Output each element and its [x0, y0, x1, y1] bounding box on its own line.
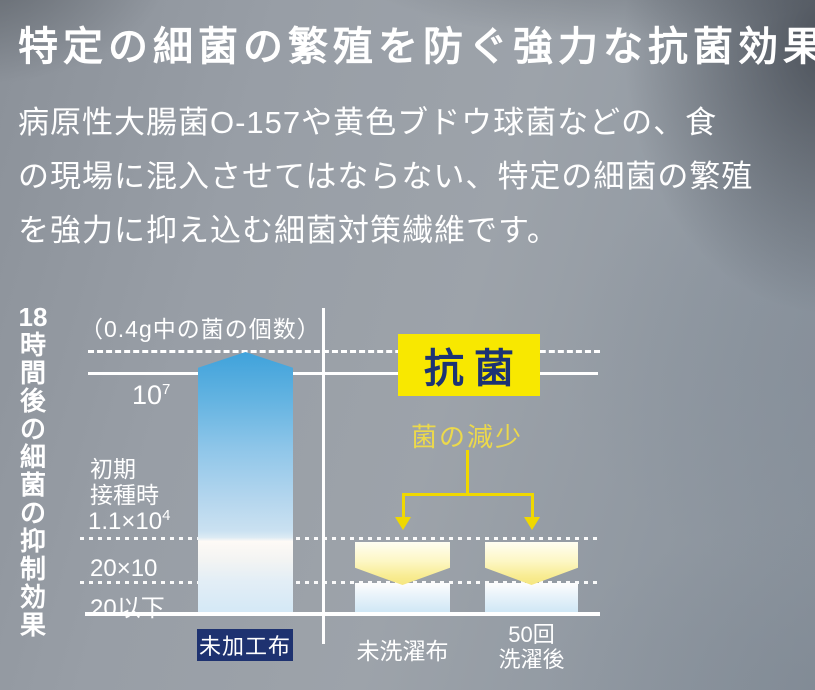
y-axis-title-number: 18 — [18, 302, 48, 332]
initial-label-line1: 初期 — [90, 456, 136, 482]
initial-value-exponent: 4 — [162, 507, 171, 524]
dotted-line-20x10-level — [80, 581, 600, 584]
category-washed-line1: 50回 — [508, 622, 555, 647]
bar-washed-50-cloth — [485, 583, 578, 614]
tick-label-initial-value: 1.1×104 — [88, 507, 170, 536]
y-axis-title-text: 時間後の細菌の抑制効果 — [19, 330, 46, 640]
initial-label-line2: 接種時 — [90, 482, 159, 508]
category-label-untreated: 未加工布 — [197, 629, 293, 661]
intro-line-2: の現場に混入させてはならない、特定の細菌の繁殖 — [18, 159, 754, 194]
reduction-arrow-left-line — [402, 493, 405, 519]
reduction-arrow-stem — [466, 450, 469, 493]
dotted-line-initial-level — [80, 537, 600, 540]
bar-untreated-cloth — [198, 352, 293, 615]
tick-label-initial: 初期 接種時 — [90, 456, 159, 508]
category-label-washed-50: 50回 洗濯後 — [482, 622, 581, 672]
reduction-wedge-unwashed — [355, 542, 450, 585]
tick-10e7-base: 10 — [132, 380, 163, 410]
antibacterial-badge: 抗菌 — [398, 334, 540, 396]
reference-line-10e7 — [88, 372, 598, 375]
intro-paragraph: 病原性大腸菌O-157や黄色ブドウ球菌などの、食 の現場に混入させてはならない、… — [18, 96, 753, 258]
reduction-arrow-crossbar — [402, 493, 534, 496]
chart-baseline — [85, 612, 600, 616]
down-arrow-icon — [395, 517, 411, 530]
bar-unwashed-cloth — [355, 583, 450, 614]
dashed-reference-line — [88, 350, 600, 353]
page-title: 特定の細菌の繁殖を防ぐ強力な抗菌効果 — [18, 25, 815, 69]
tick-label-20x10: 20×10 — [90, 555, 158, 582]
category-label-unwashed: 未洗濯布 — [356, 638, 449, 664]
category-washed-line2: 洗濯後 — [498, 647, 565, 672]
reduction-arrow-right-line — [531, 493, 534, 519]
chart-unit-label: （0.4g中の菌の個数） — [80, 316, 321, 342]
tick-label-20-below: 20以下 — [90, 595, 165, 622]
chart-divider-line — [322, 308, 325, 644]
tick-label-10e7: 107 — [132, 380, 170, 411]
reduction-annotation-label: 菌の減少 — [410, 422, 523, 452]
tick-10e7-exponent: 7 — [162, 381, 171, 398]
reduction-wedge-washed-50 — [485, 542, 578, 585]
intro-line-3: を強力に抑え込む細菌対策繊維です。 — [18, 213, 559, 248]
down-arrow-icon — [524, 517, 540, 530]
intro-line-1: 病原性大腸菌O-157や黄色ブドウ球菌などの、食 — [18, 105, 718, 140]
y-axis-title: 18 時間後の細菌の抑制効果 — [13, 303, 53, 639]
initial-value-base: 1.1×10 — [88, 508, 163, 535]
